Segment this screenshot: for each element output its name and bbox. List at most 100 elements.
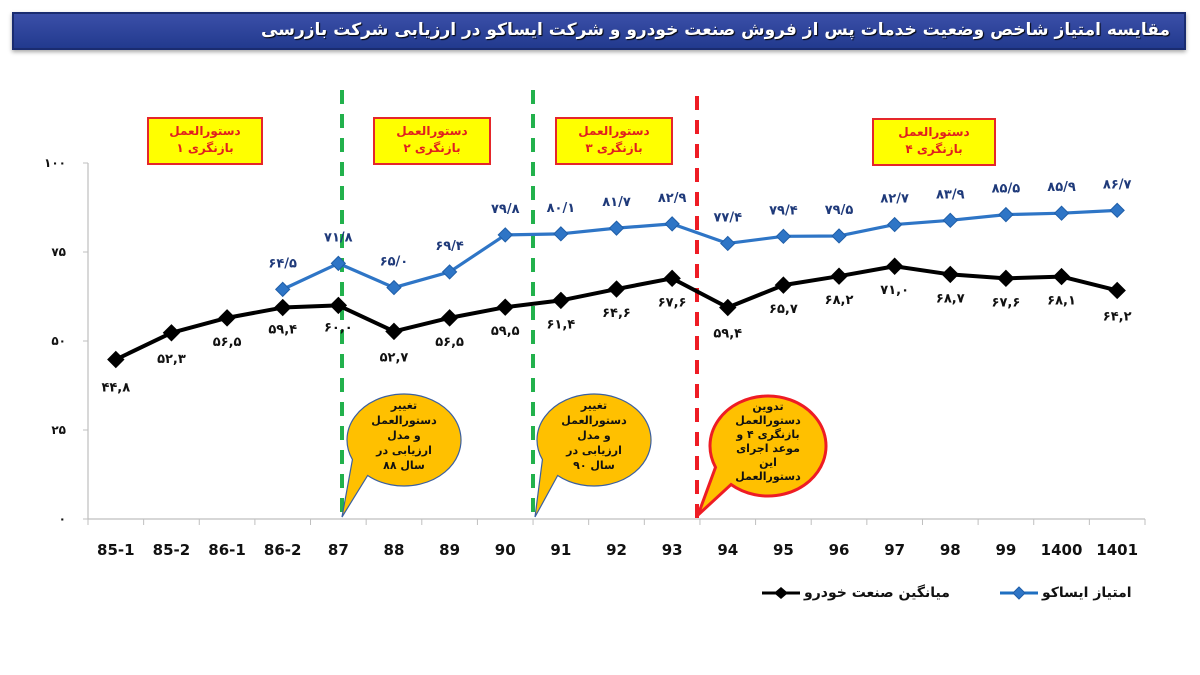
data-label: ۷۷/۴	[713, 210, 742, 225]
x-tick-label: 92	[606, 541, 627, 559]
callout-text-3: تدوین دستورالعمل بازنگری ۴ و موعد اجرای …	[720, 400, 816, 484]
period-box-line: بازنگری ۳	[585, 141, 643, 155]
callout-line: سال ۸۸	[383, 459, 425, 472]
legend-item-isaco: امتیاز ایساکو	[1000, 585, 1132, 601]
data-point-marker	[1053, 205, 1070, 221]
y-tick-label: ۵۰	[51, 334, 66, 348]
x-tick-label: 95	[773, 541, 794, 559]
data-point-marker	[998, 206, 1014, 223]
callout-line: تدوین	[752, 400, 784, 413]
callout-text-1: تغییر دستورالعمل و مدل ارزیابی در سال ۸۸	[352, 398, 456, 473]
data-label: ۷۱,۰	[880, 283, 909, 298]
x-tick-label: 89	[439, 541, 460, 559]
x-tick-label: 90	[495, 541, 516, 559]
data-label: ۶۸,۱	[1047, 294, 1076, 309]
callout-line: و مدل	[387, 429, 421, 442]
data-point-marker	[441, 264, 458, 280]
data-label: ۶۵/۰	[380, 255, 409, 270]
callout-line: تغییر	[390, 399, 418, 412]
period-box-line: دستورالعمل	[578, 124, 650, 138]
data-label: ۵۹,۴	[268, 323, 297, 338]
data-label: ۸۱/۷	[602, 195, 631, 210]
data-point-marker	[774, 276, 793, 294]
callout-line: سال ۹۰	[573, 459, 615, 472]
data-point-marker	[720, 235, 736, 252]
callout-line: ارزیابی در	[566, 444, 622, 457]
period-box-line: بازنگری ۴	[905, 142, 963, 156]
data-label: ۸۲/۹	[658, 191, 687, 206]
data-point-marker	[496, 298, 514, 316]
data-label: ۸۳/۹	[936, 187, 965, 202]
data-point-marker	[275, 281, 291, 298]
data-point-marker	[329, 296, 348, 315]
x-tick-label: 87	[328, 541, 349, 559]
x-tick-label: 98	[940, 541, 961, 559]
data-point-marker	[107, 350, 125, 369]
x-tick-label: 91	[550, 541, 571, 559]
data-point-marker	[942, 212, 958, 229]
data-point-marker	[162, 324, 181, 342]
data-point-marker	[1108, 281, 1126, 300]
data-label: ۶۴/۵	[268, 256, 297, 271]
data-point-marker	[885, 257, 904, 275]
x-tick-label: 86-2	[264, 541, 302, 559]
data-point-marker	[831, 228, 847, 244]
data-label: ۵۹,۵	[491, 324, 520, 339]
x-tick-label: 94	[717, 541, 738, 559]
callout-line: و مدل	[577, 429, 611, 442]
data-label: ۵۶,۵	[213, 335, 242, 350]
data-label: ۶۴,۶	[602, 306, 631, 321]
data-label: ۶۷,۶	[992, 295, 1021, 310]
callout-line: ارزیابی در	[376, 444, 432, 457]
data-label: ۵۶,۵	[435, 335, 464, 350]
data-label: ۶۵,۷	[769, 302, 798, 317]
period-box-4: دستورالعمل بازنگری ۴	[872, 118, 996, 166]
data-label: ۸۵/۹	[1047, 180, 1076, 195]
x-tick-label: 1400	[1041, 541, 1083, 559]
data-point-marker	[719, 298, 737, 317]
x-tick-label: 85-1	[97, 541, 135, 559]
callout-line: تغییر	[580, 399, 608, 412]
data-point-marker	[553, 226, 569, 242]
data-label: ۶۸,۷	[936, 291, 965, 306]
callout-line: این	[759, 456, 777, 469]
data-point-marker	[775, 228, 792, 245]
x-tick-label: 86-1	[208, 541, 246, 559]
x-tick-label: 96	[829, 541, 850, 559]
data-point-marker	[440, 309, 459, 327]
period-box-3: دستورالعمل بازنگری ۳	[555, 117, 673, 165]
data-point-marker	[608, 220, 625, 236]
y-tick-label: ۰	[59, 512, 66, 526]
period-box-line: دستورالعمل	[898, 125, 970, 139]
data-point-marker	[997, 269, 1015, 288]
x-tick-label: 99	[995, 541, 1016, 559]
data-point-marker	[1052, 267, 1071, 286]
data-label: ۶۰,۰	[324, 320, 353, 335]
callout-line: دستورالعمل	[735, 414, 801, 427]
legend-item-industry: میانگین صنعت خودرو	[762, 585, 950, 601]
data-point-marker	[497, 227, 513, 243]
data-label: ۸۶/۷	[1103, 177, 1132, 192]
period-box-2: دستورالعمل بازنگری ۲	[373, 117, 491, 165]
page-title: مقایسه امتیاز شاخص وضعیت خدمات پس از فرو…	[261, 20, 1170, 40]
period-box-1: دستورالعمل بازنگری ۱	[147, 117, 263, 165]
period-box-line: دستورالعمل	[396, 124, 468, 138]
data-label: ۴۴,۸	[101, 381, 130, 396]
legend-label-isaco: امتیاز ایساکو	[1042, 585, 1132, 601]
data-label: ۷۹/۴	[769, 203, 798, 218]
data-point-marker	[941, 265, 959, 284]
data-label: ۶۹/۴	[435, 239, 464, 254]
speech-bubble-callout	[341, 393, 462, 518]
period-box-line: بازنگری ۲	[403, 141, 461, 155]
callout-line: دستورالعمل	[561, 414, 627, 427]
data-label: ۶۷,۶	[658, 295, 687, 310]
data-point-marker	[886, 216, 903, 233]
data-label: ۷۹/۸	[491, 202, 520, 217]
y-tick-label: ۲۵	[51, 423, 66, 437]
x-tick-label: 88	[384, 541, 405, 559]
data-point-marker	[830, 267, 848, 285]
data-label: ۶۴,۲	[1103, 309, 1132, 324]
data-point-marker	[664, 216, 680, 232]
period-box-line: دستورالعمل	[169, 124, 241, 138]
